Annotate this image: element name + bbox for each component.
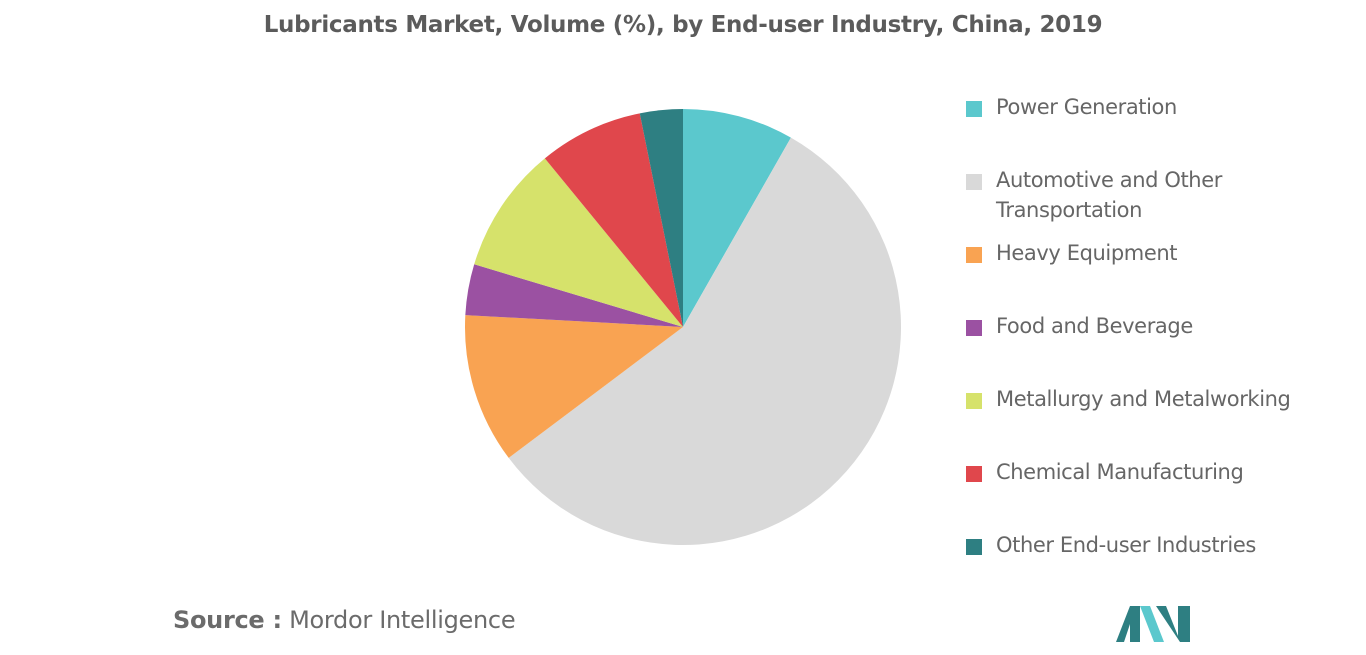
legend-label: Other End-user Industries — [996, 533, 1256, 557]
pie-slice-metallurgy-and-metalworking — [474, 158, 683, 327]
legend-label: Food and Beverage — [996, 314, 1193, 338]
pie-slice-other-end-user-industries — [639, 109, 683, 327]
pie-slice-heavy-equipment — [464, 315, 683, 458]
legend-label: Heavy Equipment — [996, 241, 1178, 265]
legend-swatch — [966, 320, 982, 336]
legend-swatch — [966, 101, 982, 117]
source-note: Source : Mordor Intelligence — [173, 606, 516, 634]
legend-swatch — [966, 466, 982, 482]
source-label: Source : — [173, 606, 282, 634]
chart-title: Lubricants Market, Volume (%), by End-us… — [263, 12, 1103, 38]
legend-swatch — [966, 539, 982, 555]
legend-label: Metallurgy and Metalworking — [996, 387, 1291, 411]
legend-swatch — [966, 174, 982, 190]
mordor-intelligence-logo-icon — [1116, 606, 1190, 642]
legend-label: Automotive and Other Transportation — [996, 168, 1222, 222]
source-text: Mordor Intelligence — [281, 606, 516, 634]
pie-slices — [464, 109, 902, 546]
pie-slice-food-and-beverage — [465, 264, 683, 327]
legend-swatch — [966, 247, 982, 263]
pie-slice-power-generation — [683, 109, 791, 327]
legend-swatch — [966, 393, 982, 409]
legend-label: Chemical Manufacturing — [996, 460, 1244, 484]
legend-label: Power Generation — [996, 95, 1177, 119]
pie-slice-chemical-manufacturing — [544, 113, 683, 327]
pie-slice-automotive-and-other-transportation — [508, 137, 902, 546]
